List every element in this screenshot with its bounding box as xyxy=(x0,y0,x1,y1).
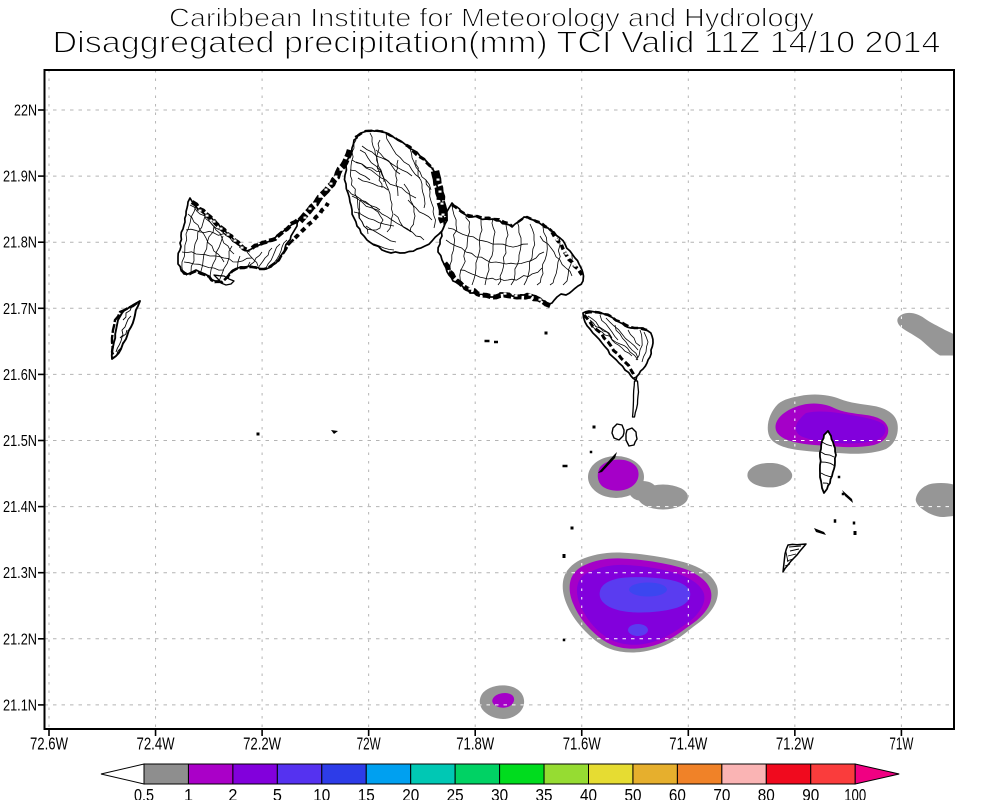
svg-text:1: 1 xyxy=(184,785,193,800)
svg-text:21.6N: 21.6N xyxy=(3,367,37,384)
svg-text:35: 35 xyxy=(536,785,553,800)
svg-text:21.8N: 21.8N xyxy=(3,235,37,252)
svg-text:80: 80 xyxy=(758,785,775,800)
svg-text:40: 40 xyxy=(580,785,597,800)
svg-text:21.7N: 21.7N xyxy=(3,301,37,318)
svg-text:0.5: 0.5 xyxy=(134,785,154,800)
svg-text:15: 15 xyxy=(358,785,375,800)
svg-text:60: 60 xyxy=(669,785,686,800)
svg-text:5: 5 xyxy=(273,785,282,800)
svg-text:71.4W: 71.4W xyxy=(669,734,707,754)
svg-text:71.2W: 71.2W xyxy=(776,734,814,754)
svg-text:50: 50 xyxy=(624,785,641,800)
svg-text:70: 70 xyxy=(713,785,730,800)
svg-text:25: 25 xyxy=(447,785,464,800)
svg-text:Caribbean Institute for Meteor: Caribbean Institute for Meteorology and … xyxy=(169,3,814,33)
svg-text:20: 20 xyxy=(402,785,419,800)
svg-text:71.8W: 71.8W xyxy=(456,734,494,754)
svg-text:90: 90 xyxy=(802,785,819,800)
svg-text:22N: 22N xyxy=(14,103,37,120)
svg-text:21.9N: 21.9N xyxy=(3,169,37,186)
svg-text:10: 10 xyxy=(313,785,330,800)
svg-text:100: 100 xyxy=(844,785,866,800)
svg-text:21.1N: 21.1N xyxy=(3,697,37,714)
svg-text:2: 2 xyxy=(228,785,237,800)
svg-text:71.6W: 71.6W xyxy=(563,734,601,754)
svg-text:72.2W: 72.2W xyxy=(243,734,281,754)
svg-text:72W: 72W xyxy=(357,734,381,754)
svg-text:21.2N: 21.2N xyxy=(3,631,37,648)
svg-text:21.5N: 21.5N xyxy=(3,433,37,450)
svg-text:71W: 71W xyxy=(889,734,913,754)
svg-text:21.3N: 21.3N xyxy=(3,565,37,582)
svg-text:Disaggregated precipitation(mm: Disaggregated precipitation(mm) TCI Vali… xyxy=(53,25,941,60)
svg-text:72.4W: 72.4W xyxy=(137,734,175,754)
svg-text:30: 30 xyxy=(491,785,508,800)
svg-text:21.4N: 21.4N xyxy=(3,499,37,516)
svg-text:72.6W: 72.6W xyxy=(30,734,68,754)
